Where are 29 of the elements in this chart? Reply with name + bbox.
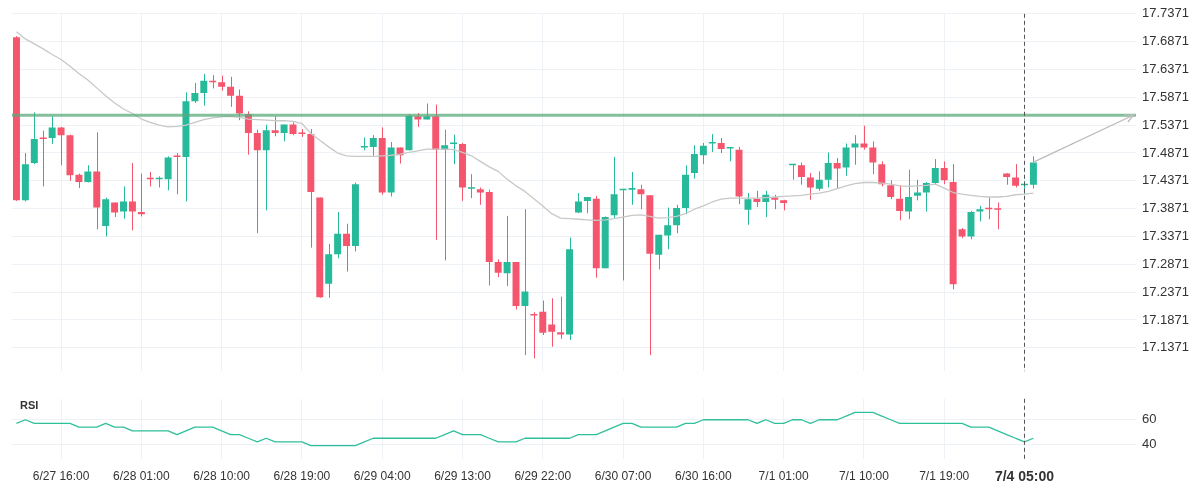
y-tick-label: 17.4871: [1142, 144, 1189, 160]
x-tick-label: 6/27 16:00: [32, 468, 90, 483]
y-tick-label: 17.6871: [1142, 33, 1189, 49]
y-tick-label: 40: [1142, 435, 1157, 451]
x-tick-label: 6/28 01:00: [112, 468, 171, 483]
chart-title: RSI: [20, 399, 39, 412]
y-tick-label: 17.2371: [1142, 283, 1189, 299]
y-tick-label: 17.5871: [1142, 88, 1189, 104]
y-tick-label: 17.6371: [1142, 61, 1189, 77]
y-tick-label: 17.3371: [1142, 228, 1189, 244]
y-tick-label: 17.1371: [1142, 339, 1189, 355]
x-tick-label: 7/1 01:00: [758, 468, 809, 483]
x-tick-label: 6/29 04:00: [353, 468, 411, 483]
y-tick-label: 17.5371: [1142, 116, 1189, 132]
x-tick-label: 7/1 19:00: [919, 468, 970, 483]
x-tick-label: 6/28 19:00: [273, 468, 331, 483]
x-tick-label: 6/30 07:00: [594, 468, 652, 483]
x-tick-label: 6/28 10:00: [193, 468, 251, 483]
x-tick-label: 6/29 22:00: [514, 468, 572, 483]
y-tick-label: 17.1871: [1142, 311, 1189, 327]
x-tick-label: 6/30 16:00: [674, 468, 733, 483]
y-tick-label: 17.3871: [1142, 200, 1189, 216]
x-tick-label: 7/4 05:00: [994, 468, 1055, 485]
y-tick-label: 17.4371: [1142, 172, 1189, 188]
y-tick-label: 17.2871: [1142, 255, 1189, 271]
y-tick-label: 60: [1142, 411, 1157, 427]
x-tick-label: 6/29 13:00: [434, 468, 492, 483]
x-tick-label: 7/1 10:00: [838, 468, 890, 483]
y-tick-label: 17.7371: [1142, 5, 1189, 21]
